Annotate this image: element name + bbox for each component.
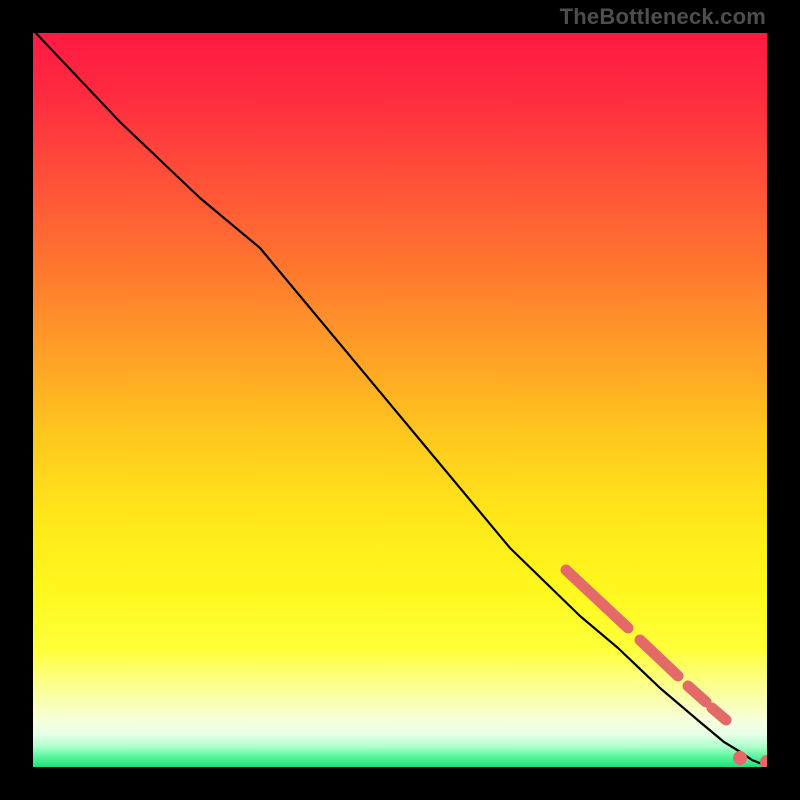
frame-left [0,0,33,800]
watermark-text: TheBottleneck.com [560,4,766,30]
frame-right [767,0,800,800]
frame-bottom [0,767,800,800]
chart-canvas [0,0,800,800]
